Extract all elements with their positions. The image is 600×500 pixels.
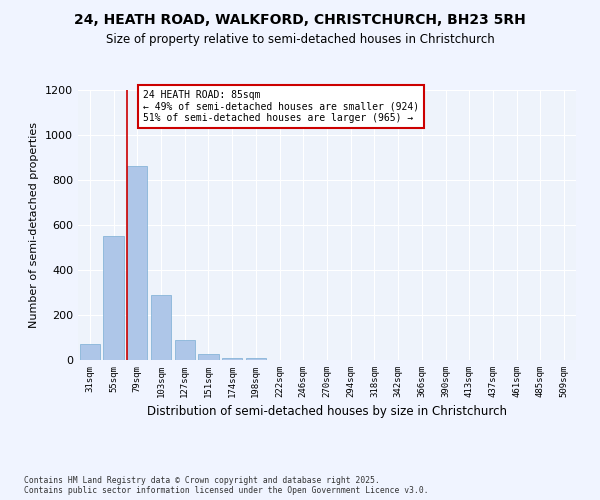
Bar <box>103 236 124 360</box>
Bar <box>127 166 148 360</box>
Bar <box>246 358 266 360</box>
Text: 24 HEATH ROAD: 85sqm
← 49% of semi-detached houses are smaller (924)
51% of semi: 24 HEATH ROAD: 85sqm ← 49% of semi-detac… <box>143 90 419 123</box>
Y-axis label: Number of semi-detached properties: Number of semi-detached properties <box>29 122 40 328</box>
Bar <box>151 294 171 360</box>
Text: 24, HEATH ROAD, WALKFORD, CHRISTCHURCH, BH23 5RH: 24, HEATH ROAD, WALKFORD, CHRISTCHURCH, … <box>74 12 526 26</box>
Bar <box>175 340 195 360</box>
X-axis label: Distribution of semi-detached houses by size in Christchurch: Distribution of semi-detached houses by … <box>147 406 507 418</box>
Text: Size of property relative to semi-detached houses in Christchurch: Size of property relative to semi-detach… <box>106 32 494 46</box>
Bar <box>222 358 242 360</box>
Text: Contains HM Land Registry data © Crown copyright and database right 2025.
Contai: Contains HM Land Registry data © Crown c… <box>24 476 428 495</box>
Bar <box>80 344 100 360</box>
Bar <box>199 354 218 360</box>
